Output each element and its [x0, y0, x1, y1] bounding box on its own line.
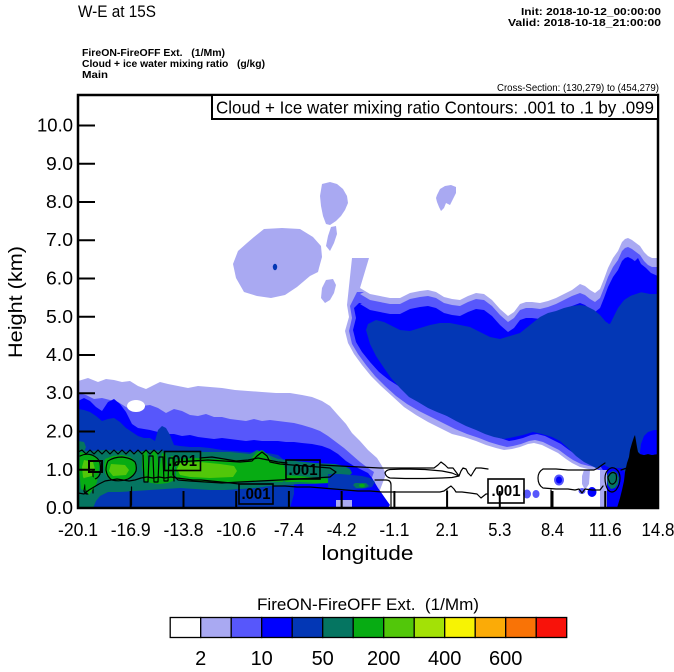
svg-text:1.0: 1.0	[46, 460, 73, 480]
svg-text:400: 400	[428, 648, 461, 667]
svg-text:.001: .001	[289, 462, 318, 479]
svg-text:2.0: 2.0	[46, 422, 73, 442]
svg-text:7.0: 7.0	[46, 230, 73, 250]
svg-text:.001: .001	[492, 483, 521, 500]
svg-text:200: 200	[367, 648, 400, 667]
svg-text:10.0: 10.0	[37, 116, 73, 136]
svg-text:6.0: 6.0	[46, 269, 73, 289]
svg-text:2: 2	[195, 648, 206, 667]
svg-text:50: 50	[312, 648, 334, 667]
svg-text:3.0: 3.0	[46, 383, 73, 403]
svg-text:5.3: 5.3	[488, 520, 511, 540]
svg-text:5.0: 5.0	[46, 307, 73, 327]
svg-text:8.0: 8.0	[46, 192, 73, 212]
svg-text:4.0: 4.0	[46, 345, 73, 365]
svg-text:10: 10	[251, 648, 273, 667]
svg-text:longitude: longitude	[322, 543, 414, 565]
svg-text:2.1: 2.1	[436, 520, 459, 540]
svg-text:0.0: 0.0	[46, 498, 73, 518]
svg-text:Valid: 2018-10-18_21:00:00: Valid: 2018-10-18_21:00:00	[508, 17, 661, 29]
svg-text:.001: .001	[168, 453, 197, 470]
svg-text:-7.4: -7.4	[274, 520, 304, 540]
svg-text:-1.1: -1.1	[379, 520, 409, 540]
svg-text:W-E at 15S: W-E at 15S	[78, 2, 156, 21]
svg-text:8.4: 8.4	[541, 520, 564, 540]
svg-text:600: 600	[489, 648, 522, 667]
svg-text:.001: .001	[242, 486, 271, 503]
svg-text:Main: Main	[82, 69, 108, 81]
svg-text:FireON-FireOFF Ext. (1/Mm): FireON-FireOFF Ext. (1/Mm)	[257, 596, 479, 614]
svg-text:14.8: 14.8	[642, 520, 674, 540]
svg-text:-20.1: -20.1	[58, 520, 98, 540]
svg-text:-13.8: -13.8	[164, 520, 204, 540]
svg-text:Cross-Section: (130,279) to (4: Cross-Section: (130,279) to (454,279)	[497, 82, 659, 94]
svg-text:Height (km): Height (km)	[5, 246, 27, 358]
svg-text:Cloud + Ice water mixing ratio: Cloud + Ice water mixing ratio Contours:…	[216, 98, 654, 118]
svg-text:Cloud + ice water mixing ratio: Cloud + ice water mixing ratio (g/kg)	[82, 58, 265, 70]
svg-text:-4.2: -4.2	[327, 520, 357, 540]
svg-text:-16.9: -16.9	[111, 520, 151, 540]
svg-text:11.6: 11.6	[589, 520, 622, 540]
svg-text:9.0: 9.0	[46, 154, 73, 174]
svg-text:-10.6: -10.6	[216, 520, 256, 540]
